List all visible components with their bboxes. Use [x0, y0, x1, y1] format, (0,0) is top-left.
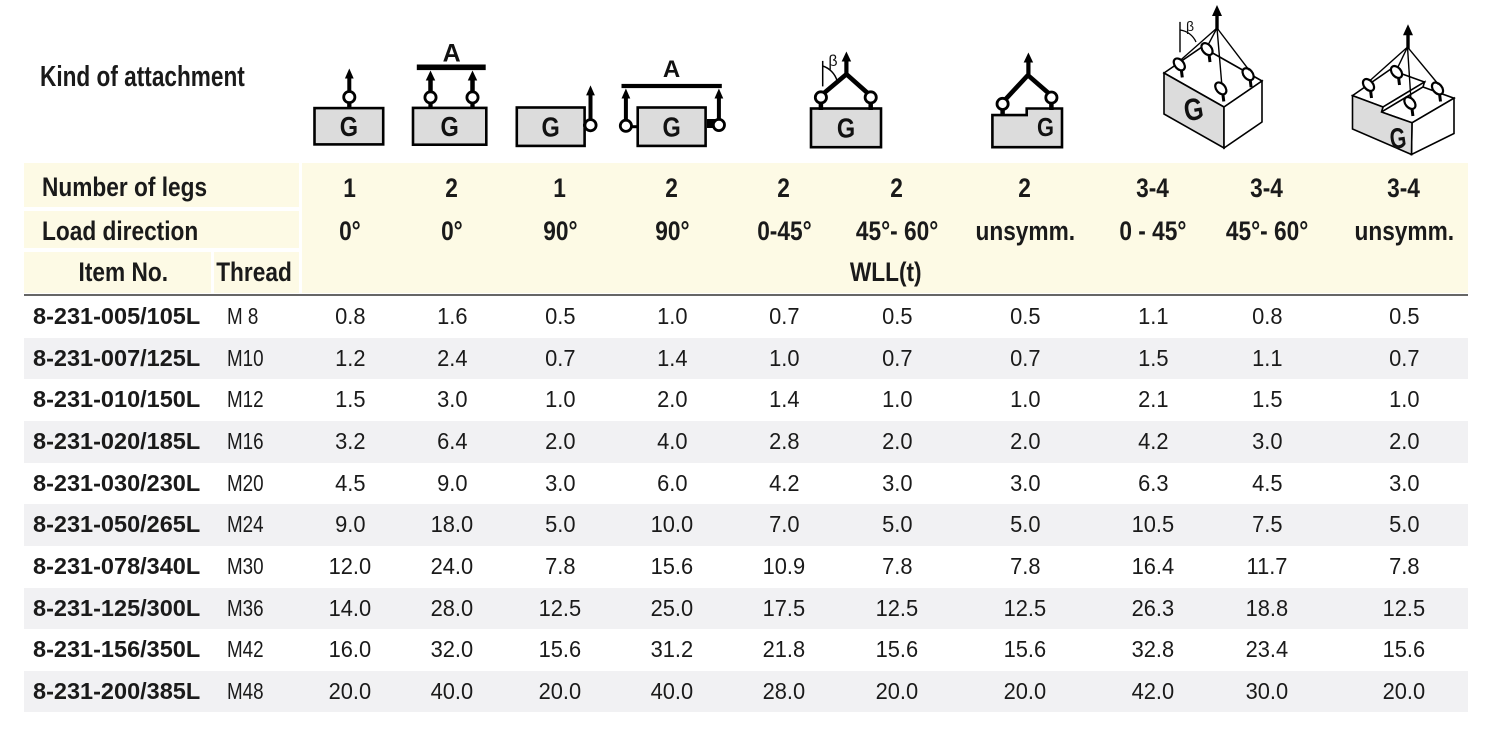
svg-text:G: G — [1388, 122, 1409, 156]
svg-text:G: G — [663, 113, 681, 143]
svg-text:β: β — [1186, 18, 1194, 34]
svg-text:G: G — [1037, 113, 1054, 142]
svg-text:A: A — [443, 40, 461, 68]
svg-text:G: G — [441, 112, 459, 142]
svg-text:G: G — [542, 113, 560, 143]
svg-text:G: G — [837, 114, 855, 144]
svg-text:G: G — [340, 112, 358, 142]
svg-text:A: A — [663, 56, 680, 83]
svg-text:β: β — [828, 53, 837, 70]
